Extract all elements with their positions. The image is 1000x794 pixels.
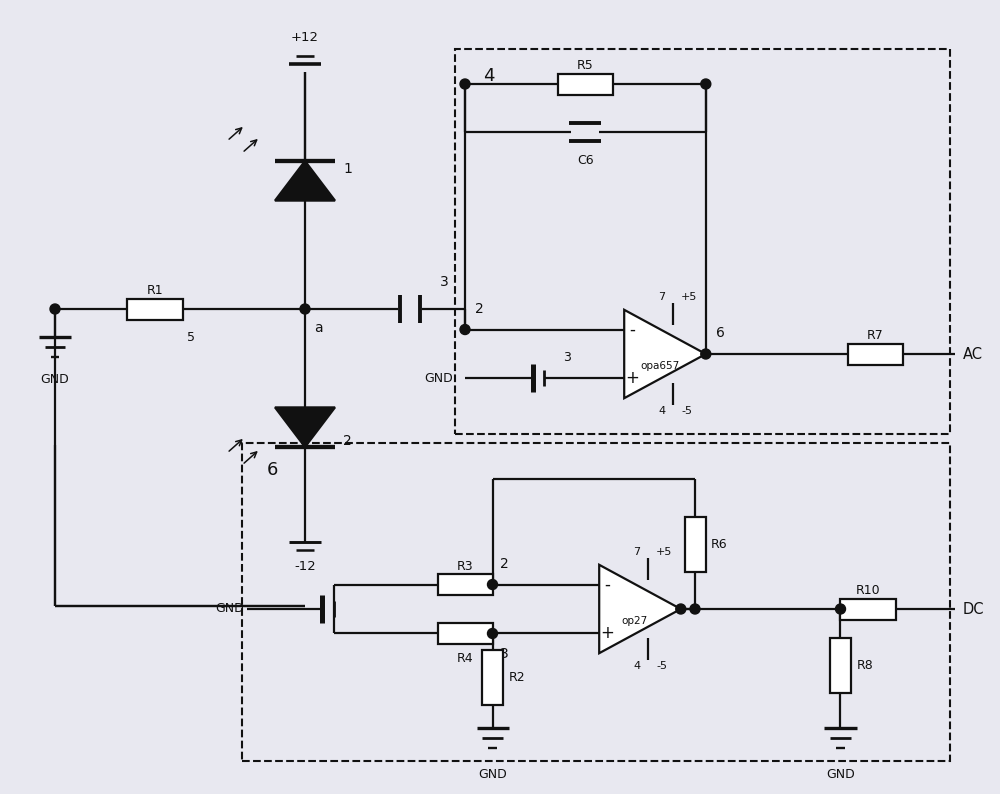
Circle shape [50,304,60,314]
Text: 3: 3 [500,647,509,661]
Bar [830,638,851,693]
Text: a: a [314,321,323,335]
Circle shape [690,604,700,614]
Text: R1: R1 [147,284,163,297]
Text: 1: 1 [343,162,352,176]
Text: -: - [604,576,610,594]
Circle shape [676,604,686,614]
Circle shape [701,349,711,359]
Bar [438,574,492,595]
Circle shape [488,580,498,589]
Bar [684,517,706,572]
Text: R6: R6 [711,538,728,550]
Text: GND: GND [215,603,244,615]
Bar [438,623,492,644]
Text: +: + [600,624,614,642]
Circle shape [488,629,498,638]
Circle shape [835,604,845,614]
Text: GND: GND [424,372,453,385]
Text: 4: 4 [633,661,640,671]
Text: -5: -5 [681,406,692,416]
Bar [840,599,896,619]
Circle shape [460,79,470,89]
Text: -5: -5 [656,661,667,671]
Bar [482,650,503,705]
Text: R8: R8 [856,659,873,672]
Text: 7: 7 [633,547,640,557]
Text: GND: GND [478,768,507,781]
Text: 6: 6 [267,461,278,479]
Text: C6: C6 [577,154,594,167]
Text: 2: 2 [343,434,352,448]
Text: GND: GND [826,768,855,781]
Text: 5: 5 [187,331,195,344]
Text: 4: 4 [658,406,665,416]
Text: R7: R7 [867,329,883,342]
Text: -12: -12 [294,560,316,573]
Circle shape [460,325,470,334]
Text: opa657: opa657 [640,361,679,372]
Text: R3: R3 [457,560,473,572]
Text: +: + [625,369,639,387]
Text: +12: +12 [291,31,319,44]
Bar [848,344,903,364]
Text: 4: 4 [483,67,494,85]
Text: R2: R2 [509,671,525,684]
Text: AC: AC [963,346,983,361]
Text: +5: +5 [681,292,698,302]
Circle shape [300,304,310,314]
Polygon shape [275,161,335,201]
Polygon shape [599,565,681,653]
Text: 3: 3 [563,352,571,364]
Text: R4: R4 [457,652,473,665]
Text: 2: 2 [500,557,509,571]
Text: 7: 7 [658,292,665,302]
Text: 3: 3 [440,275,449,289]
Text: DC: DC [963,602,985,616]
Text: op27: op27 [621,616,648,626]
Bar [455,49,950,434]
Text: +5: +5 [656,547,673,557]
Polygon shape [624,310,706,399]
Text: R5: R5 [577,59,594,72]
Bar [558,74,613,94]
Circle shape [701,79,711,89]
Text: -: - [629,321,635,338]
Polygon shape [275,407,335,447]
Bar [242,443,950,761]
Text: 2: 2 [475,302,484,315]
Bar [128,299,182,319]
Text: 6: 6 [716,326,725,340]
Text: R10: R10 [856,584,880,597]
Text: GND: GND [41,373,69,386]
